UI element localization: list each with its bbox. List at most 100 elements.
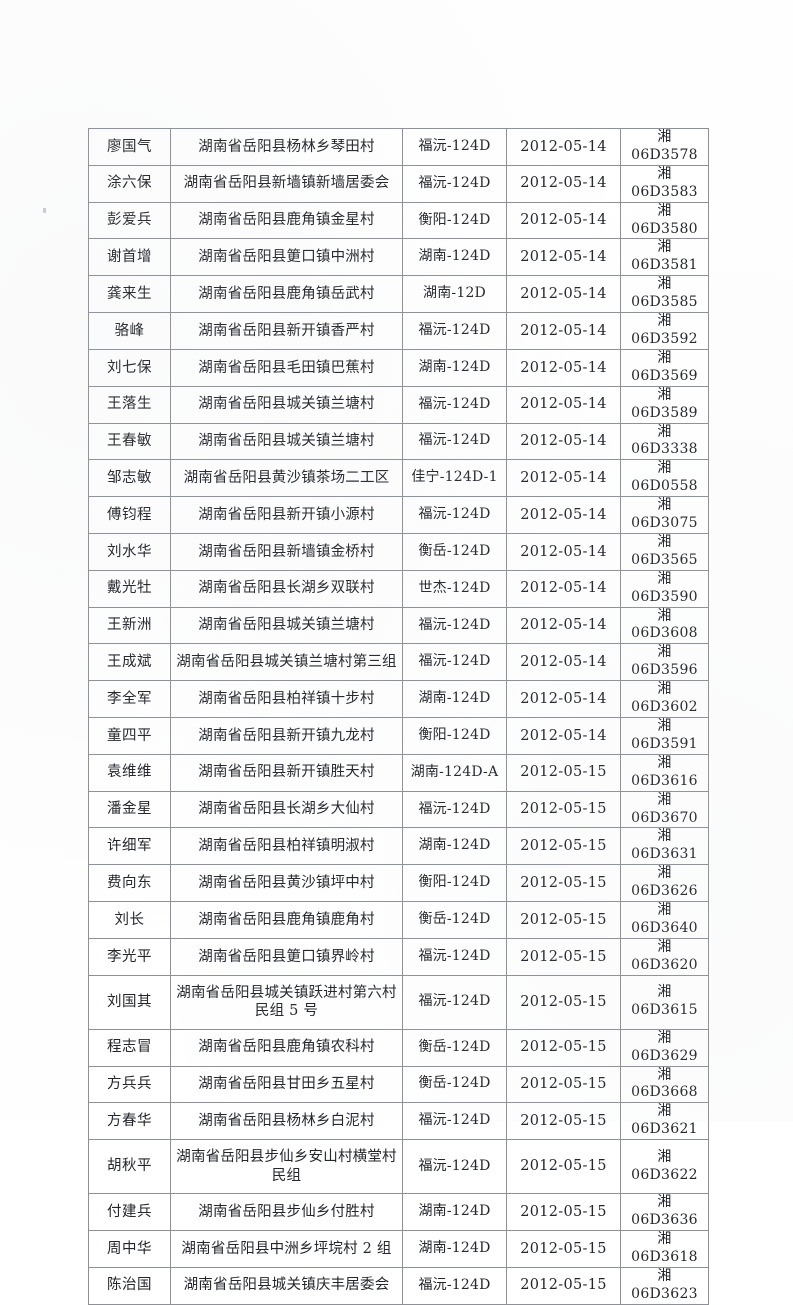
table-row: 方春华 湖南省岳阳县杨林乡白泥村 福沅-124D 2012-05-15 湘 06D362… <box>88 1102 709 1141</box>
cell-vehicle-model: 福沅-124D <box>402 128 507 166</box>
cell-address: 湖南省岳阳县黄沙镇坪中村 <box>170 864 403 903</box>
cell-date: 2012-05-15 <box>506 1028 621 1067</box>
cell-date: 2012-05-15 <box>506 1266 621 1305</box>
cell-date: 2012-05-15 <box>506 1193 621 1231</box>
cell-date: 2012-05-15 <box>506 790 621 829</box>
cell-vehicle-model: 福沅-124D <box>402 1139 507 1195</box>
cell-owner-name: 邹志敏 <box>88 459 171 498</box>
table-row: 王春敏 湖南省岳阳县城关镇兰塘村 福沅-124D 2012-05-14 湘 06D333… <box>88 422 709 461</box>
cell-plate-number: 湘 06D3565 <box>620 532 709 571</box>
cell-date: 2012-05-15 <box>506 937 621 976</box>
table-row: 廖国气 湖南省岳阳县杨林乡琴田村 福沅-124D 2012-05-14 湘 06D357… <box>88 128 709 166</box>
cell-plate-number: 湘 06D3620 <box>620 937 709 976</box>
cell-owner-name: 方春华 <box>88 1102 171 1141</box>
cell-owner-name: 方兵兵 <box>88 1065 171 1104</box>
cell-vehicle-model: 福沅-124D <box>402 643 507 682</box>
cell-vehicle-model: 福沅-124D <box>402 790 507 829</box>
cell-vehicle-model: 福沅-124D <box>402 937 507 976</box>
cell-address: 湖南省岳阳县中洲乡坪垸村 2 组 <box>170 1229 403 1268</box>
table-row: 付建兵 湖南省岳阳县步仙乡付胜村 湖南-124D 2012-05-15 湘 06D363… <box>88 1193 709 1231</box>
registration-table-container: 廖国气 湖南省岳阳县杨林乡琴田村 福沅-124D 2012-05-14 湘 06D357… <box>88 128 709 1305</box>
cell-date: 2012-05-15 <box>506 1139 621 1195</box>
cell-plate-number: 湘 06D3580 <box>620 201 709 240</box>
cell-address: 湖南省岳阳县长湖乡大仙村 <box>170 790 403 829</box>
cell-owner-name: 袁维维 <box>88 753 171 792</box>
cell-plate-number: 湘 06D3631 <box>620 827 709 866</box>
cell-address: 湖南省岳阳县鹿角镇金星村 <box>170 201 403 240</box>
table-row: 潘金星 湖南省岳阳县长湖乡大仙村 福沅-124D 2012-05-15 湘 06D367… <box>88 790 709 829</box>
cell-plate-number: 湘 06D3629 <box>620 1028 709 1067</box>
cell-address: 湖南省岳阳县长湖乡双联村 <box>170 569 403 608</box>
cell-owner-name: 费向东 <box>88 864 171 903</box>
cell-owner-name: 李光平 <box>88 937 171 976</box>
cell-plate-number: 湘 06D3583 <box>620 164 709 203</box>
cell-date: 2012-05-14 <box>506 312 621 350</box>
cell-vehicle-model: 福沅-124D <box>402 312 507 350</box>
table-row: 谢首增 湖南省岳阳县筻口镇中洲村 湖南-124D 2012-05-14 湘 06D358… <box>88 238 709 277</box>
cell-date: 2012-05-14 <box>506 569 621 608</box>
cell-address: 湖南省岳阳县新墙镇新墙居委会 <box>170 164 403 203</box>
cell-date: 2012-05-14 <box>506 422 621 461</box>
cell-vehicle-model: 福沅-124D <box>402 496 507 534</box>
registration-table-body: 廖国气 湖南省岳阳县杨林乡琴田村 福沅-124D 2012-05-14 湘 06D357… <box>88 128 709 1305</box>
table-row: 程志冒 湖南省岳阳县鹿角镇农科村 衡岳-124D 2012-05-15 湘 06D362… <box>88 1028 709 1067</box>
cell-address: 湖南省岳阳县鹿角镇鹿角村 <box>170 901 403 939</box>
cell-address: 湖南省岳阳县杨林乡琴田村 <box>170 128 403 166</box>
cell-address: 湖南省岳阳县步仙乡安山村横堂村民组 <box>170 1139 403 1195</box>
cell-vehicle-model: 湖南-124D <box>402 827 507 866</box>
cell-address: 湖南省岳阳县毛田镇巴蕉村 <box>170 348 403 387</box>
cell-address: 湖南省岳阳县鹿角镇农科村 <box>170 1028 403 1067</box>
cell-address: 湖南省岳阳县新开镇香严村 <box>170 312 403 350</box>
cell-vehicle-model: 湖南-124D <box>402 680 507 718</box>
registration-table: 廖国气 湖南省岳阳县杨林乡琴田村 福沅-124D 2012-05-14 湘 06D357… <box>88 128 709 1305</box>
cell-address: 湖南省岳阳县柏祥镇十步村 <box>170 680 403 718</box>
cell-plate-number: 湘 06D3569 <box>620 348 709 387</box>
table-row: 方兵兵 湖南省岳阳县甘田乡五星村 衡岳-124D 2012-05-15 湘 06D366… <box>88 1065 709 1104</box>
cell-vehicle-model: 湖南-124D-A <box>402 753 507 792</box>
cell-vehicle-model: 衡岳-124D <box>402 1065 507 1104</box>
cell-plate-number: 湘 06D3075 <box>620 496 709 534</box>
cell-vehicle-model: 世杰-124D <box>402 569 507 608</box>
cell-owner-name: 傅钧程 <box>88 496 171 534</box>
cell-owner-name: 周中华 <box>88 1229 171 1268</box>
cell-vehicle-model: 湖南-124D <box>402 1229 507 1268</box>
cell-plate-number: 湘 06D3590 <box>620 569 709 608</box>
table-row: 周中华 湖南省岳阳县中洲乡坪垸村 2 组湖南-124D 2012-05-15 湘 06… <box>88 1229 709 1268</box>
cell-date: 2012-05-14 <box>506 201 621 240</box>
cell-vehicle-model: 佳宁-124D-1 <box>402 459 507 498</box>
cell-address: 湖南省岳阳县筻口镇中洲村 <box>170 238 403 277</box>
cell-plate-number: 湘 06D0558 <box>620 459 709 498</box>
cell-plate-number: 湘 06D3602 <box>620 680 709 718</box>
cell-plate-number: 湘 06D3621 <box>620 1102 709 1141</box>
cell-owner-name: 谢首增 <box>88 238 171 277</box>
cell-date: 2012-05-14 <box>506 348 621 387</box>
cell-address: 湖南省岳阳县筻口镇界岭村 <box>170 937 403 976</box>
cell-date: 2012-05-14 <box>506 275 621 314</box>
cell-address: 湖南省岳阳县城关镇庆丰居委会 <box>170 1266 403 1305</box>
cell-address: 湖南省岳阳县步仙乡付胜村 <box>170 1193 403 1231</box>
cell-owner-name: 王落生 <box>88 385 171 424</box>
cell-date: 2012-05-14 <box>506 164 621 203</box>
cell-vehicle-model: 湖南-124D <box>402 1193 507 1231</box>
table-row: 陈治国 湖南省岳阳县城关镇庆丰居委会 福沅-124D 2012-05-15 湘 06D3… <box>88 1266 709 1305</box>
table-row: 李光平 湖南省岳阳县筻口镇界岭村 福沅-124D 2012-05-15 湘 06D362… <box>88 937 709 976</box>
cell-address: 湖南省岳阳县城关镇兰塘村 <box>170 385 403 424</box>
cell-vehicle-model: 福沅-124D <box>402 606 507 645</box>
cell-plate-number: 湘 06D3618 <box>620 1229 709 1268</box>
table-row: 戴光牡 湖南省岳阳县长湖乡双联村 世杰-124D 2012-05-14 湘 06D359… <box>88 569 709 608</box>
cell-plate-number: 湘 06D3616 <box>620 753 709 792</box>
cell-vehicle-model: 衡阳-124D <box>402 717 507 755</box>
cell-plate-number: 湘 06D3623 <box>620 1266 709 1305</box>
cell-address: 湖南省岳阳县城关镇跃进村第六村民组 5 号 <box>170 974 403 1030</box>
cell-date: 2012-05-15 <box>506 901 621 939</box>
cell-address: 湖南省岳阳县甘田乡五星村 <box>170 1065 403 1104</box>
cell-vehicle-model: 衡岳-124D <box>402 1028 507 1067</box>
cell-owner-name: 陈治国 <box>88 1266 171 1305</box>
cell-owner-name: 龚来生 <box>88 275 171 314</box>
cell-plate-number: 湘 06D3589 <box>620 385 709 424</box>
cell-address: 湖南省岳阳县杨林乡白泥村 <box>170 1102 403 1141</box>
cell-vehicle-model: 福沅-124D <box>402 1266 507 1305</box>
cell-owner-name: 潘金星 <box>88 790 171 829</box>
cell-owner-name: 许细军 <box>88 827 171 866</box>
